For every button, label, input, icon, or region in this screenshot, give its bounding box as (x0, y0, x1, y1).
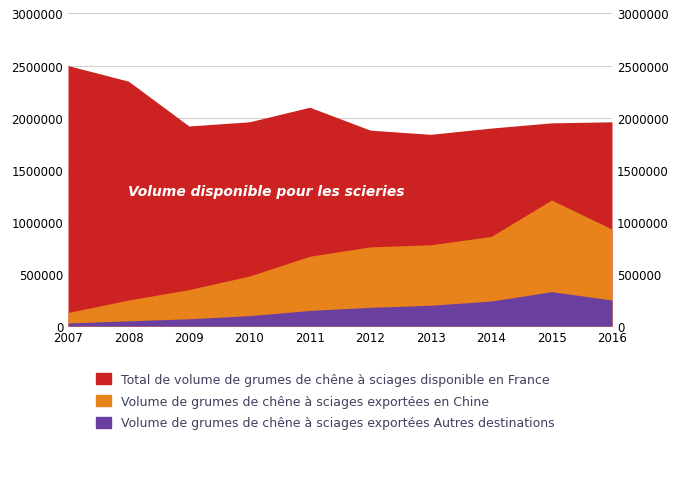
Text: Volume disponible pour les scieries: Volume disponible pour les scieries (129, 184, 405, 198)
Legend: Total de volume de grumes de chêne à sciages disponible en France, Volume de gru: Total de volume de grumes de chêne à sci… (96, 373, 555, 430)
